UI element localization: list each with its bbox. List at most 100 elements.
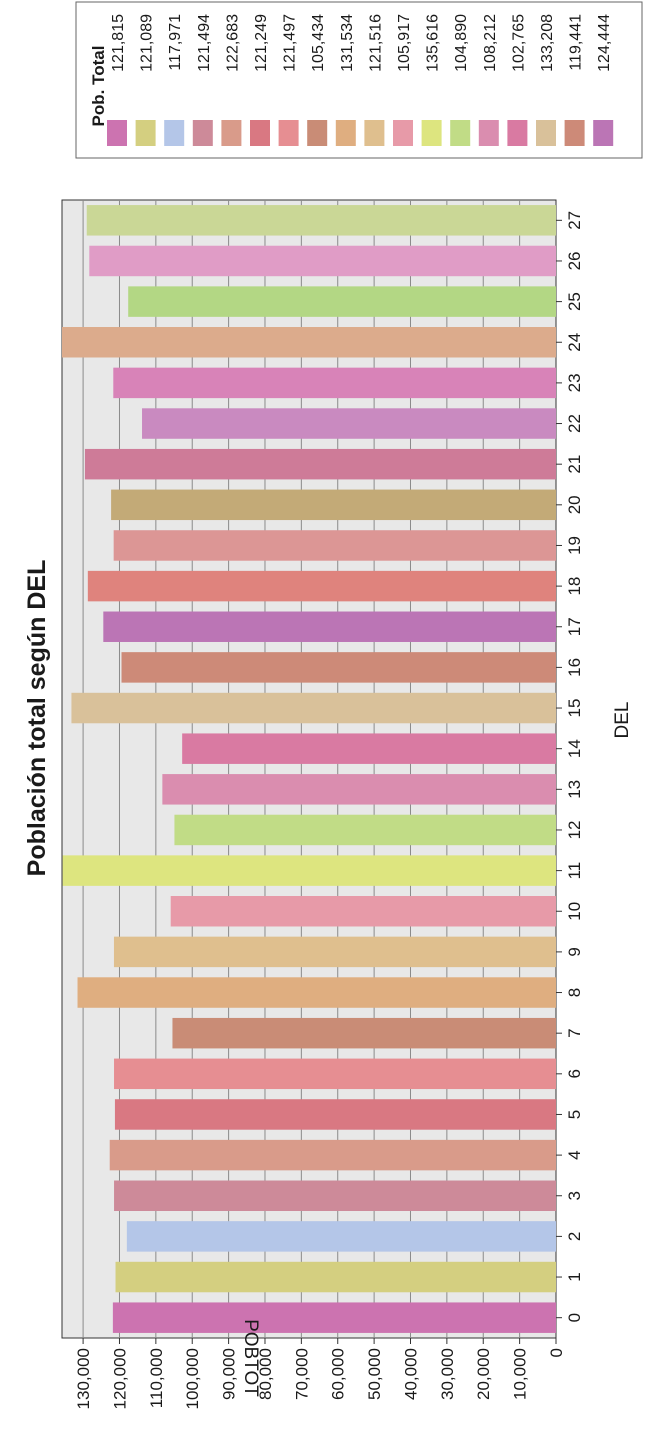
legend-swatch [593, 120, 614, 146]
category-tick-label: 24 [565, 333, 584, 352]
category-tick-label: 9 [565, 947, 584, 956]
bar [128, 286, 557, 317]
bar [114, 1099, 556, 1130]
bar [111, 489, 557, 521]
bar [142, 408, 556, 439]
legend-swatch [478, 120, 499, 146]
category-tick-label: 18 [565, 577, 584, 596]
category-tick-label: 13 [565, 780, 584, 799]
value-tick-label: 40,000 [401, 1348, 420, 1400]
legend: Pob. Total 121,815 121,089 117,971 121,494 1… [75, 1, 643, 159]
category-tick-label: 10 [565, 902, 584, 921]
value-tick-label: 20,000 [474, 1348, 493, 1400]
bar [62, 855, 556, 886]
bar [115, 1261, 556, 1293]
category-tick-label: 19 [565, 536, 584, 555]
legend-label: 121,494 [196, 14, 213, 72]
value-tick-label: 90,000 [220, 1348, 239, 1400]
legend-swatch [107, 120, 127, 146]
legend-label: 121,249 [253, 14, 270, 72]
legend-label: 105,434 [310, 14, 327, 72]
category-tick-label: 2 [565, 1232, 584, 1241]
legend-label: 121,516 [367, 14, 384, 72]
category-tick-label: 5 [565, 1110, 584, 1119]
legend-entries: 121,815 121,089 117,971 121,494 122,683 121,2… [107, 14, 614, 146]
legend-label: 117,971 [167, 14, 184, 71]
legend-swatch [335, 120, 356, 146]
value-tick-labels: 0 10,000 20,000 30,000 40,000 50,000 60,000 70,… [74, 1348, 566, 1409]
legend-swatch [250, 120, 270, 146]
category-tick-label: 0 [565, 1313, 584, 1322]
bar [172, 1017, 557, 1049]
legend-label: 105,917 [396, 14, 413, 72]
category-tick-label: 26 [565, 252, 584, 271]
value-tick-label: 0 [547, 1348, 566, 1357]
legend-label: 121,089 [139, 14, 156, 72]
y-axis-title: POBTOT [240, 1319, 261, 1397]
category-tick-label: 1 [565, 1272, 584, 1281]
bar [84, 448, 556, 480]
legend-box [75, 1, 643, 159]
legend-label: 102,765 [510, 14, 527, 72]
category-tick-label: 11 [565, 862, 584, 880]
legend-swatch [564, 120, 585, 146]
legend-label: 135,616 [425, 14, 442, 72]
value-tick-label: 110,000 [147, 1348, 166, 1408]
legend-swatch [221, 120, 242, 146]
bar [113, 530, 557, 561]
bar [114, 1058, 556, 1090]
value-tick-label: 80,000 [256, 1348, 275, 1400]
legend-label: 104,890 [453, 14, 470, 72]
bar [121, 652, 556, 683]
legend-label: 122,683 [224, 14, 241, 72]
category-tick-label: 3 [565, 1191, 584, 1200]
legend-label: 121,815 [110, 14, 127, 72]
category-tick-labels: 0123456789101112131415161718192021222324… [556, 211, 584, 1322]
category-tick-label: 7 [565, 1028, 584, 1037]
category-tick-label: 25 [565, 292, 584, 311]
value-tick-label: 50,000 [365, 1348, 384, 1400]
category-tick-label: 4 [565, 1150, 584, 1159]
legend-label: 121,497 [282, 14, 299, 72]
bar [87, 570, 556, 602]
value-tick-label: 100,000 [183, 1348, 202, 1409]
bar [162, 774, 556, 805]
bar [174, 814, 556, 846]
legend-swatch [307, 120, 328, 146]
bars [62, 205, 557, 1333]
value-tick-label: 60,000 [329, 1348, 348, 1400]
bar [109, 1139, 556, 1171]
bar [89, 245, 556, 277]
legend-swatch [507, 120, 528, 146]
category-tick-label: 17 [565, 617, 584, 636]
category-tick-label: 16 [565, 658, 584, 677]
category-tick-label: 12 [565, 821, 584, 840]
category-tick-label: 23 [565, 373, 584, 392]
category-tick-label: 6 [565, 1069, 584, 1078]
value-tick-label: 130,000 [74, 1348, 93, 1409]
category-tick-label: 20 [565, 495, 584, 514]
legend-swatch [278, 120, 299, 146]
legend-label: 108,212 [482, 14, 499, 72]
value-tick-label: 10,000 [511, 1348, 530, 1400]
bar [113, 367, 557, 399]
chart-title: Población total según DEL [23, 560, 51, 877]
legend-swatch [536, 120, 556, 146]
category-tick-label: 22 [565, 414, 584, 433]
bar [103, 611, 556, 642]
bar [126, 1221, 556, 1252]
legend-swatch [393, 120, 413, 146]
category-tick-label: 14 [565, 739, 584, 758]
bar [77, 977, 557, 1008]
value-tick-label: 30,000 [438, 1348, 457, 1400]
category-tick-label: 15 [565, 699, 584, 718]
bar [182, 733, 556, 764]
legend-swatch [364, 120, 385, 146]
bar [112, 1302, 557, 1333]
bar [114, 1180, 557, 1211]
x-axis-title: DEL [612, 702, 633, 739]
legend-swatch [135, 120, 156, 146]
legend-label: 131,534 [339, 14, 356, 72]
legend-swatch [192, 120, 213, 146]
